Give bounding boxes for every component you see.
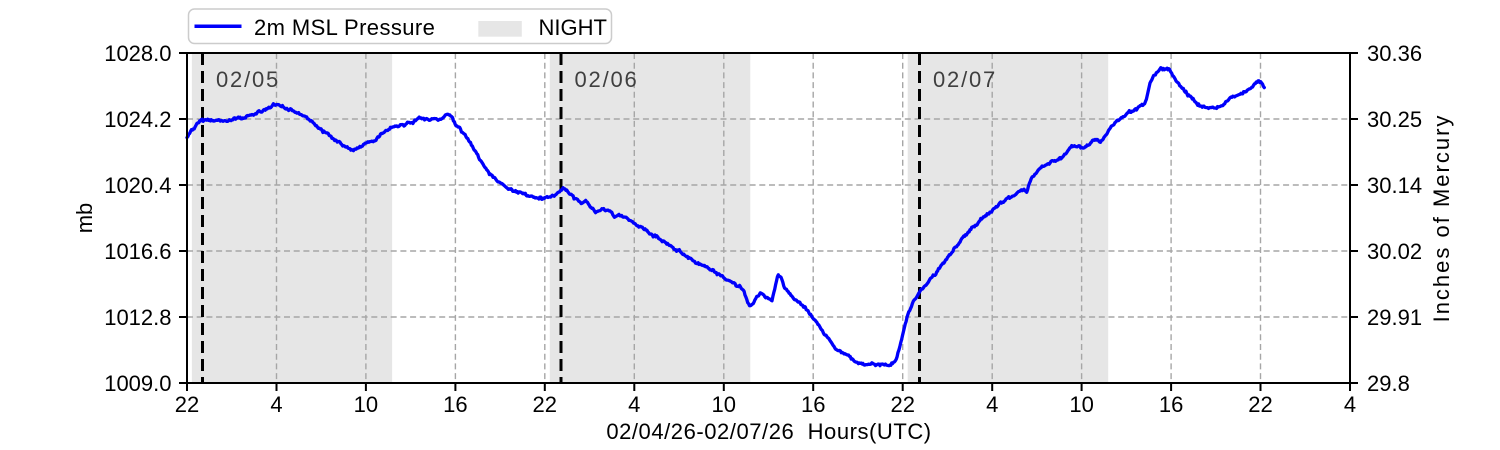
svg-text:16: 16	[1159, 392, 1183, 417]
svg-text:NIGHT: NIGHT	[539, 15, 607, 40]
svg-text:22: 22	[175, 392, 199, 417]
svg-text:1009.0: 1009.0	[104, 371, 171, 396]
svg-text:1012.8: 1012.8	[104, 305, 171, 330]
svg-text:10: 10	[354, 392, 378, 417]
svg-text:22: 22	[533, 392, 557, 417]
svg-text:16: 16	[801, 392, 825, 417]
svg-text:02/04/26-02/07/26 Hours(UTC): 02/04/26-02/07/26 Hours(UTC)	[606, 419, 931, 444]
svg-text:30.14: 30.14	[1367, 173, 1422, 198]
svg-text:4: 4	[986, 392, 998, 417]
svg-text:1020.4: 1020.4	[104, 173, 171, 198]
svg-text:02/07: 02/07	[933, 67, 997, 92]
svg-text:02/06: 02/06	[575, 67, 639, 92]
svg-text:22: 22	[1248, 392, 1272, 417]
svg-text:2m MSL Pressure: 2m MSL Pressure	[254, 15, 435, 40]
svg-text:22: 22	[890, 392, 914, 417]
svg-text:02/05: 02/05	[216, 67, 280, 92]
svg-text:4: 4	[628, 392, 640, 417]
svg-text:1016.6: 1016.6	[104, 239, 171, 264]
svg-text:30.25: 30.25	[1367, 107, 1422, 132]
svg-text:1028.0: 1028.0	[104, 41, 171, 66]
svg-text:1024.2: 1024.2	[104, 107, 171, 132]
svg-text:4: 4	[1344, 392, 1356, 417]
svg-text:16: 16	[443, 392, 467, 417]
svg-text:30.02: 30.02	[1367, 239, 1422, 264]
svg-text:30.36: 30.36	[1367, 41, 1422, 66]
svg-text:Inches of Mercury: Inches of Mercury	[1429, 114, 1454, 323]
svg-text:10: 10	[712, 392, 736, 417]
svg-text:4: 4	[270, 392, 282, 417]
svg-text:10: 10	[1069, 392, 1093, 417]
svg-text:mb: mb	[72, 203, 97, 234]
svg-text:29.91: 29.91	[1367, 305, 1422, 330]
svg-text:29.8: 29.8	[1367, 371, 1410, 396]
